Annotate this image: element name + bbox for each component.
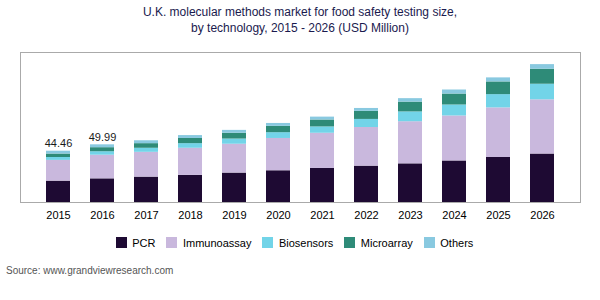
svg-text:2017: 2017	[134, 210, 158, 222]
html-text:Source: www.grandviewresearch.: Source: www.grandviewresearch.com	[6, 264, 174, 276]
svg-text:2021: 2021	[310, 210, 334, 222]
html-text:Others: Others	[440, 236, 474, 249]
svg-text:2024: 2024	[442, 210, 466, 222]
html-text:Biosensors: Biosensors	[278, 236, 334, 249]
html-text:Microarray: Microarray	[360, 236, 413, 249]
svg-text:2016: 2016	[90, 210, 114, 222]
svg-text:49.99: 49.99	[89, 131, 117, 143]
svg-text:2020: 2020	[266, 210, 290, 222]
svg-text:2015: 2015	[46, 210, 70, 222]
html-text:Immunoassay: Immunoassay	[182, 236, 252, 249]
svg-text:2019: 2019	[222, 210, 246, 222]
svg-text:2022: 2022	[354, 210, 378, 222]
svg-text:2026: 2026	[530, 210, 554, 222]
svg-text:44.46: 44.46	[45, 138, 73, 150]
html-text:PCR: PCR	[132, 236, 156, 249]
html-text:U.K. molecular methods market: U.K. molecular methods market for food s…	[142, 5, 458, 36]
svg-text:2023: 2023	[398, 210, 422, 222]
svg-text:2025: 2025	[486, 210, 510, 222]
svg-text:2018: 2018	[178, 210, 202, 222]
